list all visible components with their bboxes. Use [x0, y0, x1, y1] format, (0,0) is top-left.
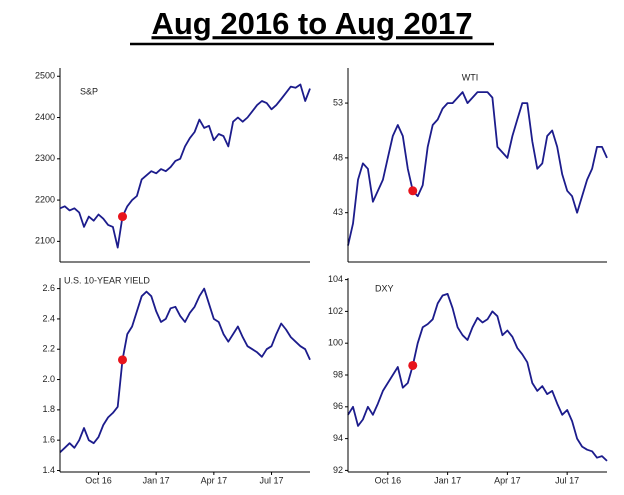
- y-tick-label: 2.6: [42, 283, 55, 293]
- highlight-marker: [408, 360, 418, 370]
- y-tick-label: 48: [333, 152, 343, 162]
- y-tick-label: 2400: [35, 112, 55, 122]
- highlight-marker: [118, 355, 127, 365]
- x-tick-label: Oct 16: [85, 475, 112, 485]
- y-tick-label: 92: [333, 465, 343, 475]
- x-tick-label: Jan 17: [434, 475, 461, 485]
- highlight-marker: [118, 212, 127, 222]
- y-tick-label: 1.8: [42, 404, 55, 414]
- panel-title: U.S. 10-YEAR YIELD: [64, 275, 150, 285]
- x-tick-label: Oct 16: [375, 475, 402, 485]
- data-line: [59, 287, 311, 453]
- y-tick-label: 98: [333, 369, 343, 379]
- x-tick-label: Apr 17: [201, 475, 228, 485]
- y-tick-label: 2200: [35, 194, 55, 204]
- y-tick-label: 53: [333, 97, 343, 107]
- y-tick-label: 2300: [35, 153, 55, 163]
- panel-title: S&P: [80, 86, 98, 96]
- y-tick-label: 43: [333, 207, 343, 217]
- x-tick-label: Jul 17: [555, 475, 579, 485]
- y-tick-label: 96: [333, 401, 343, 411]
- y-tick-label: 2.2: [42, 344, 55, 354]
- y-tick-label: 2100: [35, 236, 55, 246]
- y-tick-label: 1.6: [42, 435, 55, 445]
- highlight-marker: [408, 186, 418, 196]
- y-tick-label: 94: [333, 433, 343, 443]
- y-tick-label: 2.4: [42, 313, 55, 323]
- panel-title: WTI: [462, 72, 479, 82]
- y-tick-label: 102: [328, 306, 343, 316]
- y-tick-label: 104: [328, 274, 343, 284]
- y-tick-label: 2.0: [42, 374, 55, 384]
- x-tick-label: Jan 17: [143, 475, 170, 485]
- x-tick-label: Jul 17: [260, 475, 284, 485]
- y-tick-label: 2500: [35, 71, 55, 81]
- panel-title: DXY: [375, 283, 394, 293]
- data-line: [347, 91, 608, 246]
- page-title: Aug 2016 to Aug 2017: [151, 6, 472, 41]
- y-tick-label: 100: [328, 338, 343, 348]
- x-tick-label: Apr 17: [494, 475, 521, 485]
- y-tick-label: 1.4: [42, 465, 55, 475]
- data-line: [59, 83, 311, 249]
- data-line: [347, 293, 608, 462]
